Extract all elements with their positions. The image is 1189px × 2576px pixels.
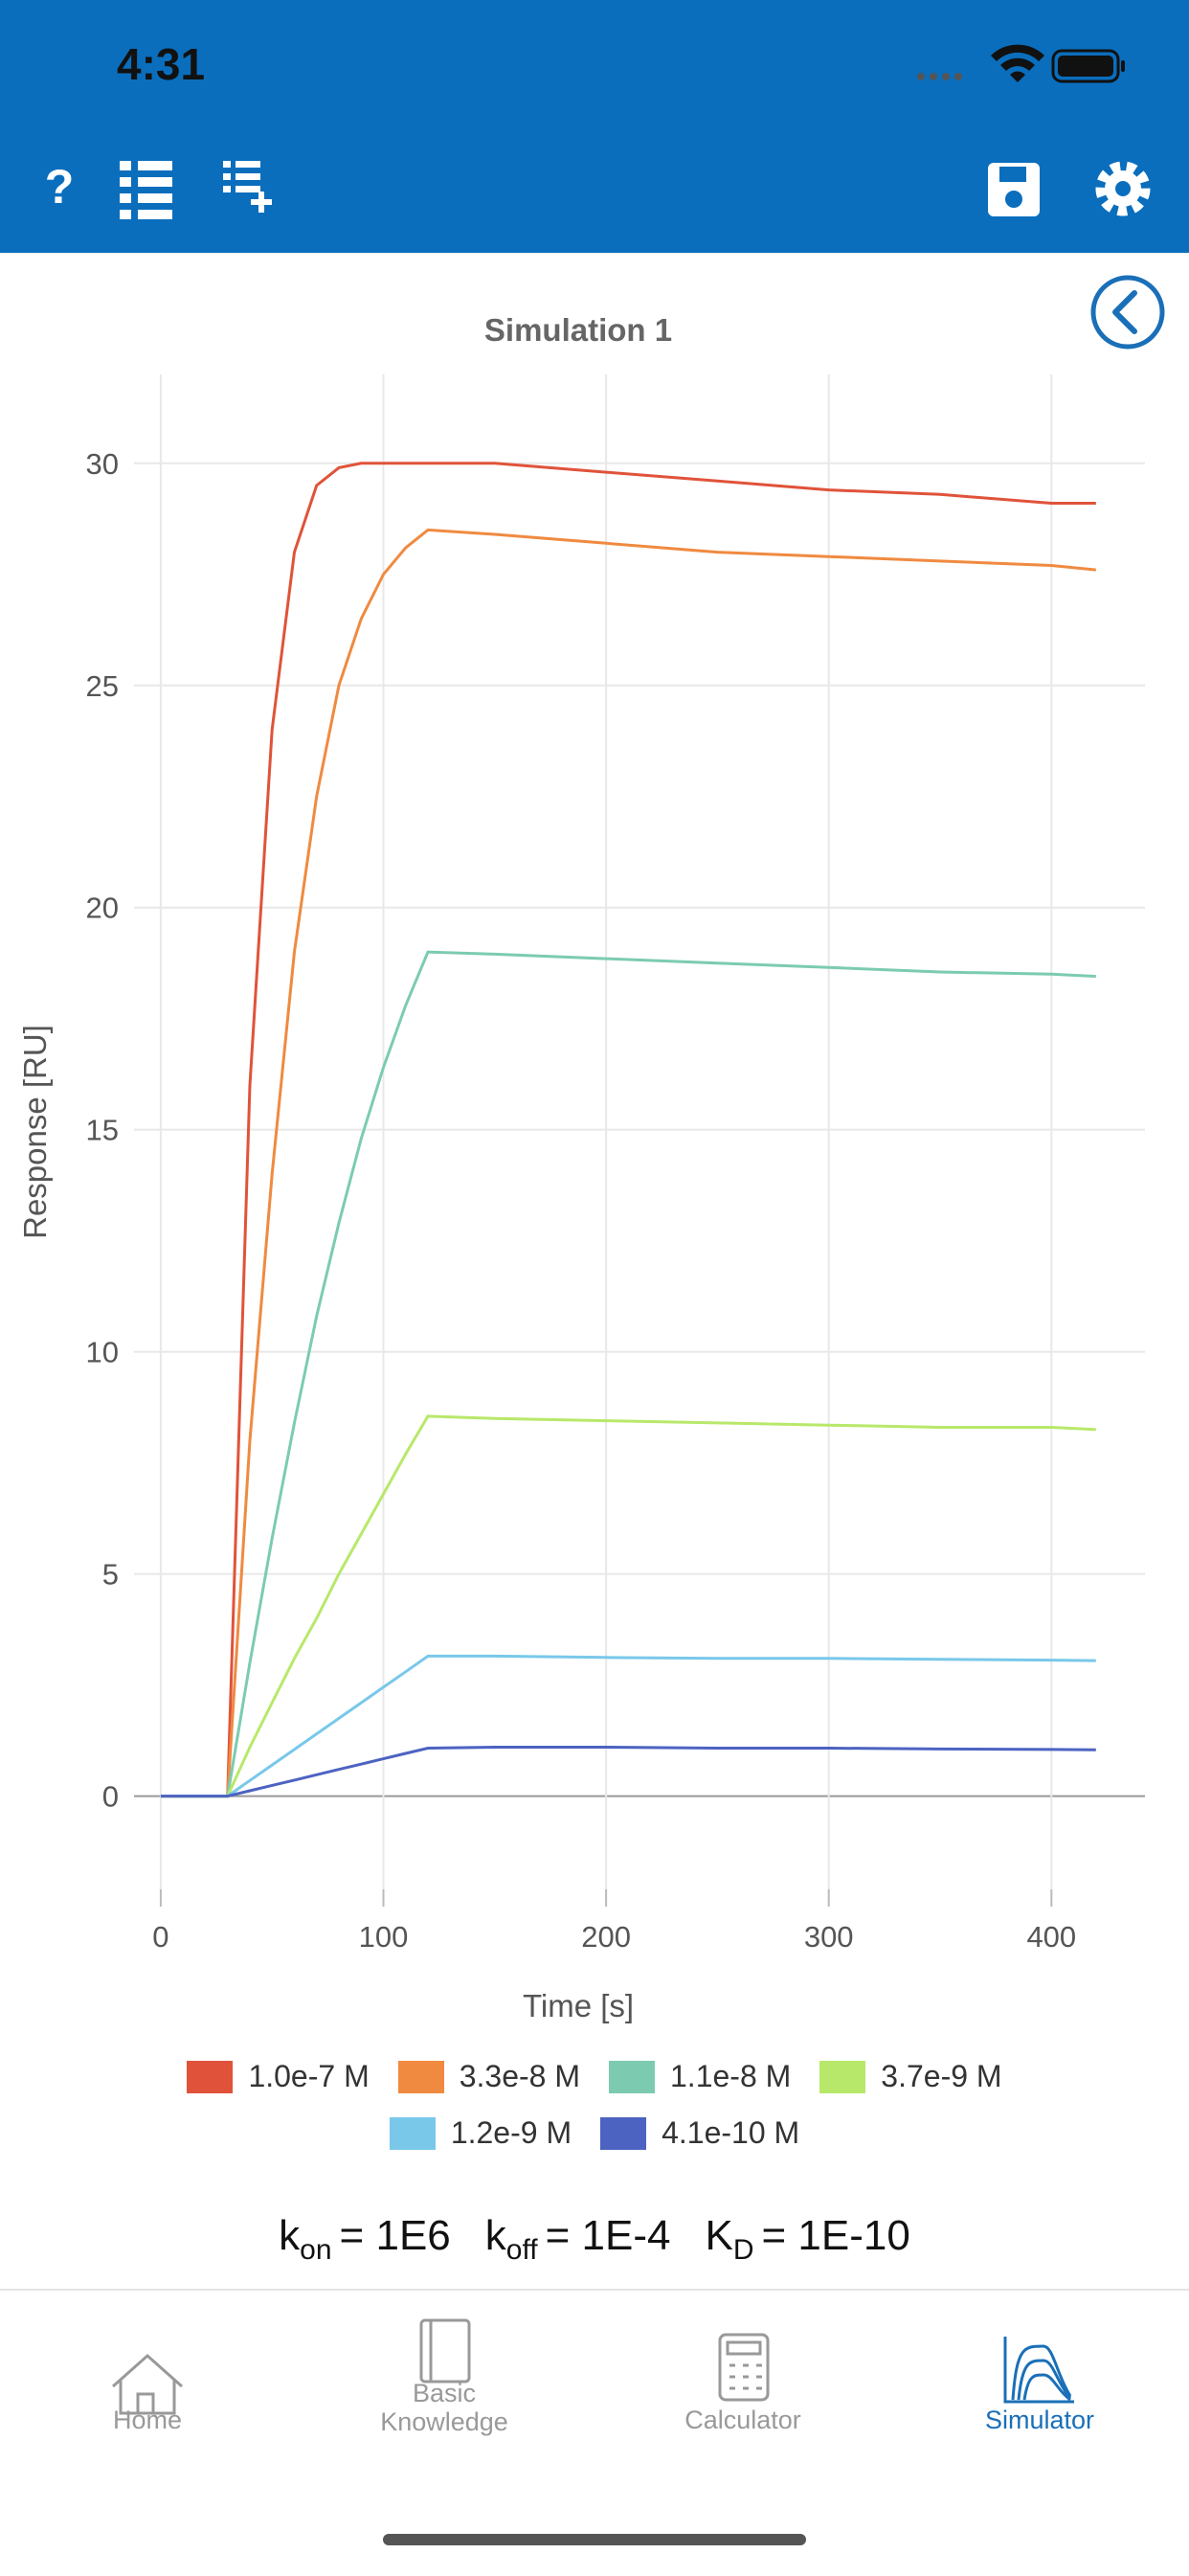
series-line xyxy=(160,1414,1096,1798)
formula-term: KD = 1E-10 xyxy=(705,2212,910,2266)
legend-swatch xyxy=(609,2060,655,2093)
settings-icon[interactable] xyxy=(1095,161,1151,216)
help-icon[interactable]: ? xyxy=(45,160,75,214)
value: = 1E-4 xyxy=(545,2212,671,2259)
save-icon[interactable] xyxy=(988,163,1040,216)
header-icons: ? xyxy=(45,44,1151,219)
symbol: K xyxy=(705,2212,733,2259)
status-icons xyxy=(917,44,1125,83)
x-tick-label: 200 xyxy=(581,1920,631,1954)
tab-label: Basic xyxy=(412,2379,477,2407)
legend-item: 1.2e-9 M xyxy=(389,2115,572,2151)
legend-swatch xyxy=(819,2060,866,2093)
subscript: D xyxy=(732,2233,754,2266)
subscript: off xyxy=(505,2233,538,2266)
x-tick-label: 0 xyxy=(152,1920,168,1954)
tab-label: Calculator xyxy=(684,2406,801,2434)
calculator-icon[interactable] xyxy=(718,2333,770,2402)
value: = 1E-10 xyxy=(761,2212,910,2259)
series-line xyxy=(160,950,1096,1798)
legend-item: 1.0e-7 M xyxy=(187,2059,370,2094)
home-icon[interactable] xyxy=(112,2353,183,2415)
simulator-icon[interactable] xyxy=(1003,2337,1074,2404)
y-tick-label: 0 xyxy=(102,1780,119,1814)
formula: kon = 1E6 koff = 1E-4 KD = 1E-10 xyxy=(0,2212,1189,2267)
legend-swatch xyxy=(187,2060,234,2093)
series-line xyxy=(160,1746,1096,1798)
status-time: 4:31 xyxy=(117,39,206,89)
back-button[interactable] xyxy=(1090,275,1165,350)
chart-title: Simulation 1 xyxy=(484,312,672,348)
legend: 1.0e-7 M 3.3e-8 M 1.1e-8 M 3.7e-9 M 1.2e-9 M… xyxy=(135,2059,1054,2151)
x-tick-label: 300 xyxy=(804,1920,854,1954)
y-tick-label: 20 xyxy=(86,892,119,925)
legend-label: 4.1e-10 M xyxy=(662,2115,800,2150)
legend-swatch xyxy=(397,2060,444,2093)
x-tick-label: 400 xyxy=(1026,1920,1076,1954)
y-tick-label: 25 xyxy=(86,669,119,703)
series-line xyxy=(160,528,1096,1798)
legend-item: 4.1e-10 M xyxy=(600,2115,799,2151)
y-tick-label: 30 xyxy=(86,447,119,481)
y-tick-label: 10 xyxy=(86,1336,119,1369)
legend-label: 1.2e-9 M xyxy=(450,2115,572,2150)
legend-swatch xyxy=(389,2116,436,2150)
x-axis-title: Time [s] xyxy=(523,1988,634,2023)
value: = 1E6 xyxy=(339,2212,451,2259)
legend-label: 1.0e-7 M xyxy=(248,2059,370,2093)
legend-item: 1.1e-8 M xyxy=(609,2059,791,2094)
symbol: k xyxy=(279,2212,301,2259)
legend-swatch xyxy=(600,2116,647,2150)
tab-label: Home xyxy=(112,2406,183,2434)
home-indicator xyxy=(383,2534,806,2545)
tab-icons xyxy=(112,2318,1074,2415)
legend-label: 1.1e-8 M xyxy=(670,2059,792,2093)
tab[interactable]: Calculator xyxy=(599,2406,886,2434)
y-tick-label: 5 xyxy=(102,1558,119,1592)
book-icon[interactable] xyxy=(419,2318,471,2384)
list-icon[interactable] xyxy=(120,161,172,219)
tab[interactable]: Simulator xyxy=(896,2406,1183,2434)
symbol: k xyxy=(484,2212,506,2259)
legend-item: 3.3e-8 M xyxy=(397,2059,580,2094)
tab-bar xyxy=(0,2289,1189,2576)
legend-label: 3.7e-9 M xyxy=(881,2059,1002,2093)
formula-term: kon = 1E6 xyxy=(279,2212,451,2266)
add-list-icon[interactable] xyxy=(223,161,272,213)
subscript: on xyxy=(300,2233,332,2266)
series-line xyxy=(160,1654,1096,1798)
formula-term: koff = 1E-4 xyxy=(484,2212,671,2266)
legend-item: 3.7e-9 M xyxy=(819,2059,1002,2094)
tab[interactable]: Home xyxy=(4,2406,291,2434)
series-line xyxy=(160,462,1096,1798)
chart: Simulation 1 Time [s] Response [RU] 0 5 10… xyxy=(17,275,1165,2023)
y-tick-label: 15 xyxy=(86,1114,119,1147)
x-tick-label: 100 xyxy=(359,1920,409,1954)
tab[interactable]: Basic Knowledge xyxy=(301,2379,588,2436)
tab-label: Knowledge xyxy=(380,2407,508,2436)
tab-label: Simulator xyxy=(984,2406,1095,2434)
legend-label: 3.3e-8 M xyxy=(459,2059,580,2093)
y-axis-title: Response [RU] xyxy=(17,1025,53,1239)
